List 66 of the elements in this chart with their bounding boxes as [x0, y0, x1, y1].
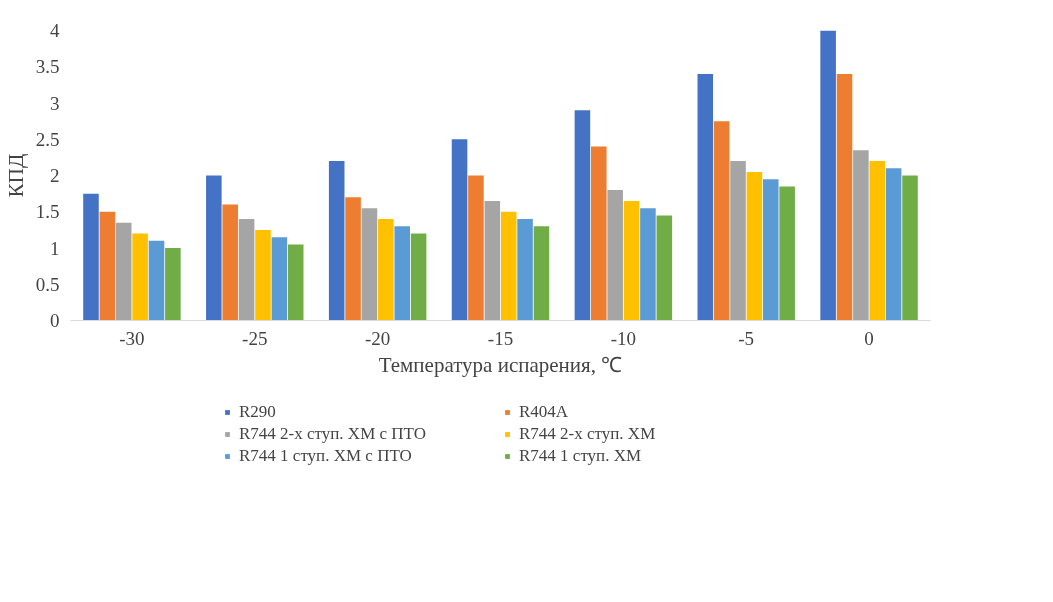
y-tick-label: 1.5	[35, 201, 60, 223]
x-tick-label: -25	[242, 327, 268, 349]
bar	[853, 150, 869, 321]
bar	[902, 175, 918, 321]
x-tick-label: 0	[864, 327, 874, 349]
legend-label: R290	[239, 402, 277, 422]
bar	[394, 226, 410, 321]
bar	[238, 219, 255, 321]
bar	[623, 200, 640, 321]
bar	[271, 237, 288, 321]
bar	[746, 171, 763, 321]
bar	[99, 211, 116, 321]
bar	[574, 110, 591, 321]
bar	[517, 219, 533, 321]
bar	[468, 175, 484, 321]
x-tick-label: -15	[487, 327, 514, 349]
y-tick-label: 0.5	[35, 273, 60, 295]
x-axis-title: Температура испарения, ℃	[378, 352, 623, 377]
bar	[869, 161, 886, 321]
bar	[820, 30, 836, 321]
bar	[206, 175, 222, 321]
bar	[255, 229, 271, 321]
legend-label: R744 1 ступ. ХМ с ПТО	[239, 446, 413, 466]
bar	[484, 200, 501, 321]
x-tick-label: -30	[119, 327, 145, 349]
bar	[779, 186, 795, 321]
x-tick-label: -10	[610, 327, 637, 349]
y-tick-label: 3.5	[35, 56, 60, 78]
bar	[115, 222, 132, 321]
bar	[591, 146, 607, 321]
bar	[165, 248, 181, 321]
bar	[287, 244, 304, 321]
legend-label: R744 1 ступ. ХМ	[519, 446, 643, 466]
bar	[410, 233, 427, 321]
legend-label: R744 2-х ступ. ХМ	[519, 424, 657, 444]
legend-label: R404A	[519, 402, 570, 422]
bar	[640, 208, 656, 321]
bar	[836, 74, 853, 321]
bar	[451, 139, 468, 321]
bar	[885, 168, 902, 321]
bar	[607, 190, 623, 321]
bar	[656, 215, 673, 321]
bar	[713, 121, 730, 321]
bar	[378, 219, 394, 321]
bar	[132, 233, 148, 321]
y-tick-label: 0	[50, 310, 60, 331]
bar	[763, 179, 779, 321]
y-tick-label: 1	[50, 237, 60, 259]
bar	[533, 226, 550, 321]
bar	[697, 74, 714, 321]
bar	[83, 193, 99, 321]
bar	[730, 161, 746, 321]
bar	[361, 208, 378, 321]
bar	[328, 161, 345, 321]
bar	[222, 204, 238, 321]
y-tick-label: 2	[50, 165, 60, 186]
y-axis-title: КПД	[3, 153, 28, 198]
bar	[500, 211, 517, 321]
x-tick-label: -5	[738, 327, 755, 349]
y-tick-label: 4	[50, 20, 60, 41]
bar	[345, 197, 361, 321]
x-tick-label: -20	[364, 327, 391, 349]
y-tick-label: 2.5	[35, 128, 60, 150]
bar	[148, 240, 165, 321]
legend-label: R744 2-х ступ. ХМ с ПТО	[239, 424, 427, 444]
y-tick-label: 3	[50, 92, 60, 114]
